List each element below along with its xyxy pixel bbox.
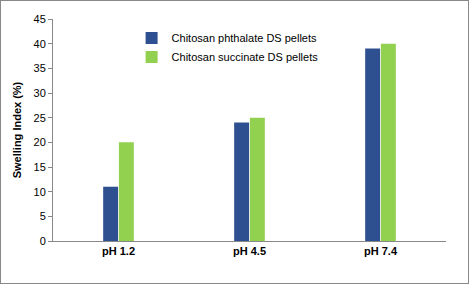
svg-text:pH 1.2: pH 1.2 [102,245,135,257]
svg-text:0: 0 [40,235,46,247]
svg-text:45: 45 [34,13,46,25]
svg-text:pH 4.5: pH 4.5 [233,245,266,257]
svg-text:15: 15 [34,161,46,173]
svg-text:5: 5 [40,210,46,222]
svg-text:Swelling Index (%): Swelling Index (%) [11,81,23,178]
svg-text:25: 25 [34,112,46,124]
svg-text:Chitosan phthalate DS pellets: Chitosan phthalate DS pellets [172,32,317,44]
svg-text:40: 40 [34,38,46,50]
svg-text:30: 30 [34,87,46,99]
svg-text:Chitosan succinate DS pellets: Chitosan succinate DS pellets [172,51,319,63]
svg-text:35: 35 [34,62,46,74]
svg-text:10: 10 [34,186,46,198]
svg-text:pH 7.4: pH 7.4 [364,245,398,257]
svg-text:20: 20 [34,136,46,148]
